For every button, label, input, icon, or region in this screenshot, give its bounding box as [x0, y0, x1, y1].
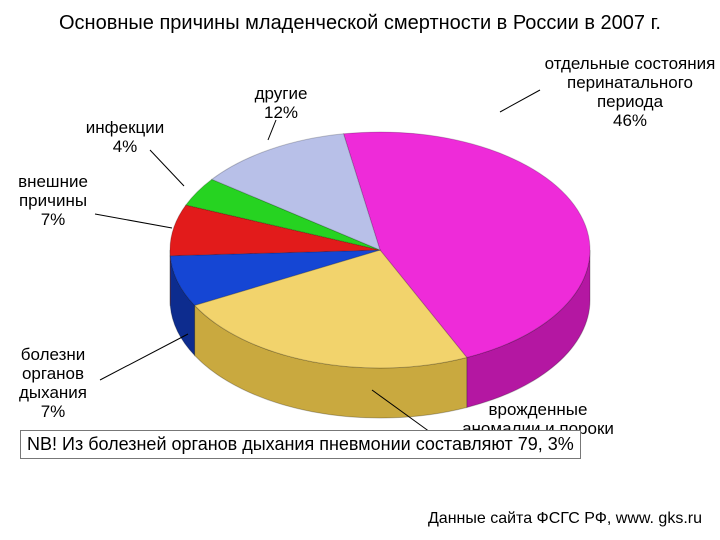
label-perinatal: отдельные состояния перинатального перио… — [535, 54, 720, 130]
pie-chart-3d — [160, 100, 600, 420]
label-other: другие 12% — [236, 84, 326, 122]
note-box: NB! Из болезней органов дыхания пневмони… — [20, 430, 581, 459]
page-title: Основные причины младенческой смертности… — [0, 12, 720, 35]
label-external: внешние причины 7% — [8, 172, 98, 229]
source-text: Данные сайта ФСГС РФ, www. gks.ru — [428, 510, 702, 528]
label-respiratory: болезни органов дыхания 7% — [8, 345, 98, 421]
label-infections: инфекции 4% — [70, 118, 180, 156]
